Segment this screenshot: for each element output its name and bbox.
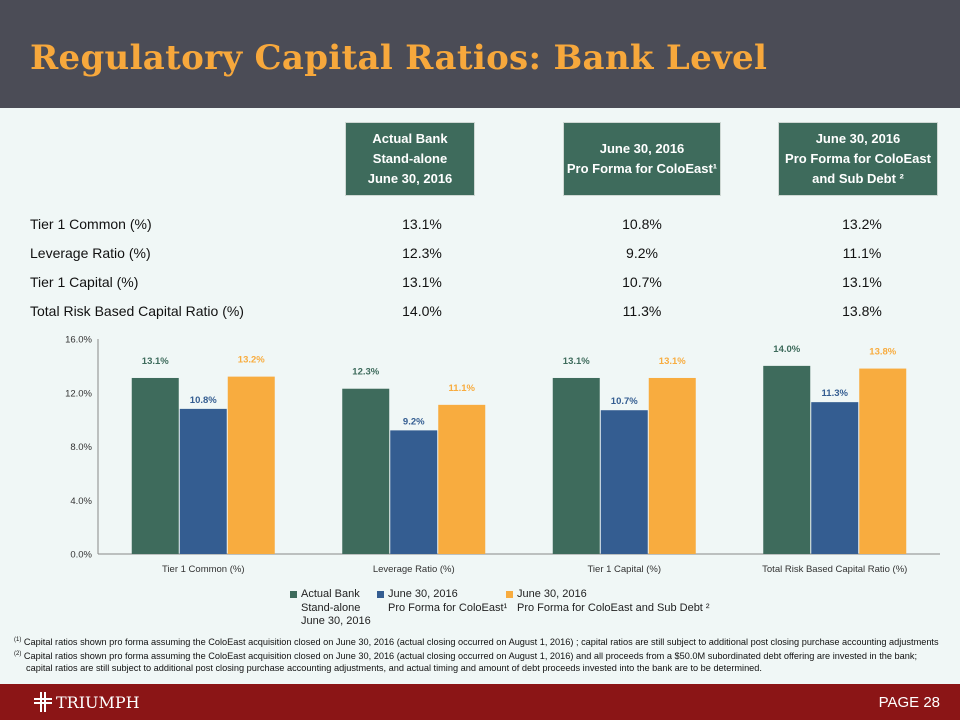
bar — [179, 408, 227, 554]
legend-text: June 30, 2016 — [301, 615, 371, 627]
column-header-pro-forma: June 30, 2016 Pro Forma for ColoEast¹ — [563, 122, 721, 196]
bar — [600, 410, 648, 554]
bar — [438, 404, 486, 554]
y-tick-label: 12.0% — [65, 388, 92, 399]
triumph-logo: TRIUMPH — [34, 692, 140, 712]
y-tick-label: 0.0% — [70, 550, 92, 561]
legend-swatch — [290, 591, 297, 598]
y-tick-label: 16.0% — [65, 335, 92, 346]
data-label: 11.1% — [449, 383, 476, 394]
row-label: Leverage Ratio (%) — [30, 245, 151, 261]
legend-text: Actual Bank — [301, 588, 360, 600]
data-label: 13.1% — [563, 356, 590, 367]
footnote-1: (1) Capital ratios shown pro forma assum… — [14, 637, 939, 648]
row-value: 13.1% — [402, 216, 442, 232]
row-value: 9.2% — [626, 245, 658, 261]
bar — [552, 377, 600, 554]
bar — [648, 377, 696, 554]
bar — [390, 430, 438, 554]
bar — [811, 402, 859, 554]
page-number: PAGE 28 — [878, 694, 940, 711]
row-label: Tier 1 Capital (%) — [30, 274, 139, 290]
data-label: 13.8% — [869, 347, 896, 358]
row-value: 10.7% — [622, 274, 662, 290]
cross-logo-icon — [34, 692, 52, 712]
x-tick-label: Tier 1 Common (%) — [162, 564, 245, 575]
bar — [227, 376, 275, 554]
row-value: 11.1% — [842, 245, 882, 261]
y-tick-label: 8.0% — [70, 442, 92, 453]
y-tick-label: 4.0% — [70, 496, 92, 507]
row-label: Tier 1 Common (%) — [30, 216, 152, 232]
data-label: 12.3% — [352, 367, 379, 378]
data-label: 10.7% — [611, 396, 638, 407]
bar — [131, 377, 179, 554]
row-value: 13.2% — [842, 216, 882, 232]
row-value: 14.0% — [402, 303, 442, 319]
legend-text: June 30, 2016 — [388, 588, 458, 600]
legend-swatch — [506, 591, 513, 598]
row-value: 12.3% — [402, 245, 442, 261]
row-value: 10.8% — [622, 216, 662, 232]
data-label: 13.1% — [142, 356, 169, 367]
legend-text: Pro Forma for ColoEast and Sub Debt ² — [517, 601, 710, 614]
column-header-pro-forma-sub-debt: June 30, 2016 Pro Forma for ColoEast and… — [778, 122, 938, 196]
legend-text: Pro Forma for ColoEast¹ — [388, 601, 508, 614]
row-value: 13.1% — [402, 274, 442, 290]
legend-item: Actual Bank Stand-alone June 30, 2016 — [290, 588, 371, 629]
bar — [763, 365, 811, 554]
legend-text: June 30, 2016 — [517, 588, 587, 600]
footnote-2: (2) Capital ratios shown pro forma assum… — [14, 651, 917, 674]
column-header-actual: Actual Bank Stand-alone June 30, 2016 — [345, 122, 475, 196]
data-label: 13.2% — [238, 355, 265, 366]
data-label: 9.2% — [403, 416, 425, 427]
row-value: 13.1% — [842, 274, 882, 290]
footer-bar: TRIUMPH PAGE 28 — [0, 684, 960, 720]
row-label: Total Risk Based Capital Ratio (%) — [30, 303, 244, 319]
x-tick-label: Leverage Ratio (%) — [373, 564, 455, 575]
legend-item: June 30, 2016 Pro Forma for ColoEast¹ — [377, 588, 507, 615]
row-value: 13.8% — [842, 303, 882, 319]
legend-swatch — [377, 591, 384, 598]
x-tick-label: Tier 1 Capital (%) — [587, 564, 661, 575]
legend-item: June 30, 2016 Pro Forma for ColoEast and … — [506, 588, 710, 615]
page-title: Regulatory Capital Ratios: Bank Level — [30, 38, 768, 78]
bar — [342, 388, 390, 554]
header-bar: Regulatory Capital Ratios: Bank Level — [0, 0, 960, 108]
x-tick-label: Total Risk Based Capital Ratio (%) — [762, 564, 907, 575]
footnotes: (1) Capital ratios shown pro forma assum… — [14, 634, 944, 674]
row-value: 11.3% — [622, 303, 662, 319]
bar — [859, 368, 907, 554]
legend-text: Stand-alone — [301, 601, 361, 614]
data-label: 13.1% — [659, 356, 686, 367]
data-label: 14.0% — [773, 344, 800, 355]
data-label: 10.8% — [190, 395, 217, 406]
data-label: 11.3% — [822, 388, 849, 399]
